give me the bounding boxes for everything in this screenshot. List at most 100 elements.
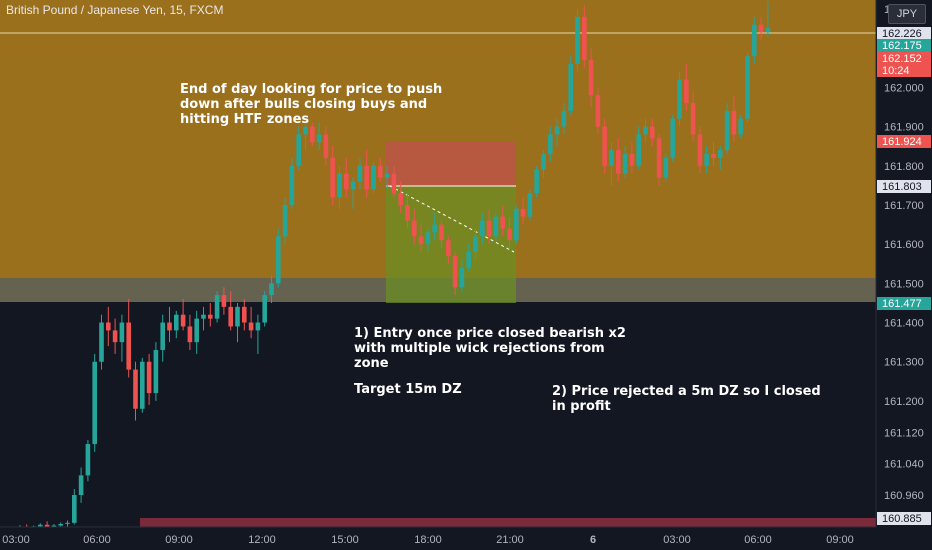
candle-body: [656, 138, 662, 178]
candle-body: [72, 495, 77, 523]
candle-body: [187, 326, 193, 343]
candle-body: [296, 134, 301, 166]
bottom-band: [140, 518, 876, 527]
candle-body: [582, 16, 587, 60]
candle-body: [452, 255, 458, 288]
price-label-box: [877, 52, 931, 65]
candle-body: [595, 95, 601, 127]
candle-body: [507, 228, 512, 241]
annotation-1: End of day looking for price to push dow…: [180, 82, 443, 127]
x-tick-label: 12:00: [248, 534, 276, 546]
candle-body: [221, 295, 227, 307]
candle-body: [561, 110, 567, 127]
candle-body: [180, 314, 186, 327]
candle-body: [323, 134, 329, 158]
candle-body: [602, 126, 607, 166]
candle-body: [344, 173, 349, 190]
candle-body: [650, 126, 655, 139]
candle-body: [677, 79, 682, 119]
price-label: 162.226: [882, 28, 922, 40]
candle-body: [575, 16, 580, 64]
candle-body: [112, 330, 118, 343]
candle-body: [486, 220, 492, 237]
candle-body: [242, 306, 247, 323]
candle-body: [330, 157, 335, 198]
candle-body: [697, 134, 703, 166]
candle-body: [316, 134, 322, 143]
y-tick-label: 161.700: [884, 200, 924, 212]
symbol-title[interactable]: British Pound / Japanese Yen, 15, FXCM: [6, 3, 224, 17]
candle-body: [282, 204, 288, 237]
candle-body: [160, 322, 165, 350]
candle-body: [527, 193, 533, 217]
candle-body: [85, 444, 91, 476]
candle-body: [357, 165, 363, 182]
candle-body: [405, 204, 410, 221]
candle-body: [690, 103, 696, 135]
candle-body: [248, 322, 254, 331]
candle-body: [731, 110, 737, 135]
candle-body: [167, 322, 172, 331]
price-label: 160.885: [882, 513, 922, 525]
price-label-box: [877, 512, 931, 525]
price-label: 10:24: [882, 65, 910, 77]
candle-body: [520, 208, 526, 217]
candle-body: [153, 349, 159, 394]
price-label-box: [877, 135, 931, 148]
candle-body: [459, 267, 465, 288]
x-tick-label: 6: [590, 534, 596, 546]
candle-body: [500, 216, 505, 229]
candle-body: [514, 208, 519, 241]
candle-body: [92, 361, 97, 445]
candle-body: [58, 524, 63, 526]
candle-body: [194, 318, 199, 343]
price-label-box: [877, 297, 931, 310]
candle-body: [493, 216, 499, 237]
x-tick-label: 06:00: [83, 534, 111, 546]
candle-body: [758, 24, 764, 33]
x-tick-label: 09:00: [826, 534, 854, 546]
x-tick-label: 21:00: [496, 534, 524, 546]
x-tick-label: 18:00: [414, 534, 442, 546]
candle-body: [99, 322, 104, 362]
candle-body: [745, 56, 750, 119]
candle-body: [670, 118, 675, 158]
candle-body: [371, 165, 376, 190]
take-profit-box: [386, 186, 516, 303]
candle-body: [466, 252, 471, 268]
candle-body: [622, 154, 628, 174]
x-tick-label: 09:00: [165, 534, 193, 546]
candle-body: [616, 150, 621, 174]
candle-body: [704, 154, 709, 166]
y-tick-label: 161.200: [884, 396, 924, 408]
stop-loss-box: [386, 141, 516, 186]
candle-body: [568, 63, 573, 111]
candle-body: [534, 169, 539, 194]
price-label: 162.175: [882, 40, 922, 52]
candle-body: [276, 236, 281, 284]
price-axis-panel: [876, 0, 932, 550]
candle-body: [208, 314, 213, 319]
candle-body: [480, 220, 485, 237]
annotation-4: 2) Price rejected a 5m DZ so I closed in…: [552, 384, 821, 414]
candle-body: [303, 126, 308, 135]
currency-button[interactable]: JPY: [888, 4, 926, 24]
candle-body: [752, 24, 757, 57]
candle-body: [629, 154, 635, 166]
candle-body: [765, 27, 771, 33]
zone-top-band: [0, 0, 876, 33]
candle-body: [724, 110, 730, 151]
candle-body: [588, 59, 594, 96]
candle-body: [106, 322, 111, 331]
candle-body: [473, 236, 478, 252]
candle-body: [391, 173, 397, 194]
candle-body: [412, 220, 417, 237]
candle-body: [255, 322, 261, 331]
candle-body: [51, 525, 57, 527]
candle-body: [684, 79, 689, 104]
y-tick-label: 161.120: [884, 427, 924, 439]
y-tick-label: 161.500: [884, 278, 924, 290]
x-tick-label: 03:00: [663, 534, 691, 546]
